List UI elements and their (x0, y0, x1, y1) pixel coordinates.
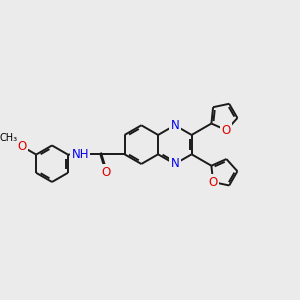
Text: O: O (222, 124, 231, 137)
Text: N: N (170, 158, 179, 170)
Text: O: O (17, 140, 26, 153)
Text: O: O (101, 166, 111, 179)
Text: N: N (170, 119, 179, 132)
Text: O: O (208, 176, 218, 189)
Text: NH: NH (71, 148, 89, 161)
Text: CH₃: CH₃ (0, 134, 17, 143)
